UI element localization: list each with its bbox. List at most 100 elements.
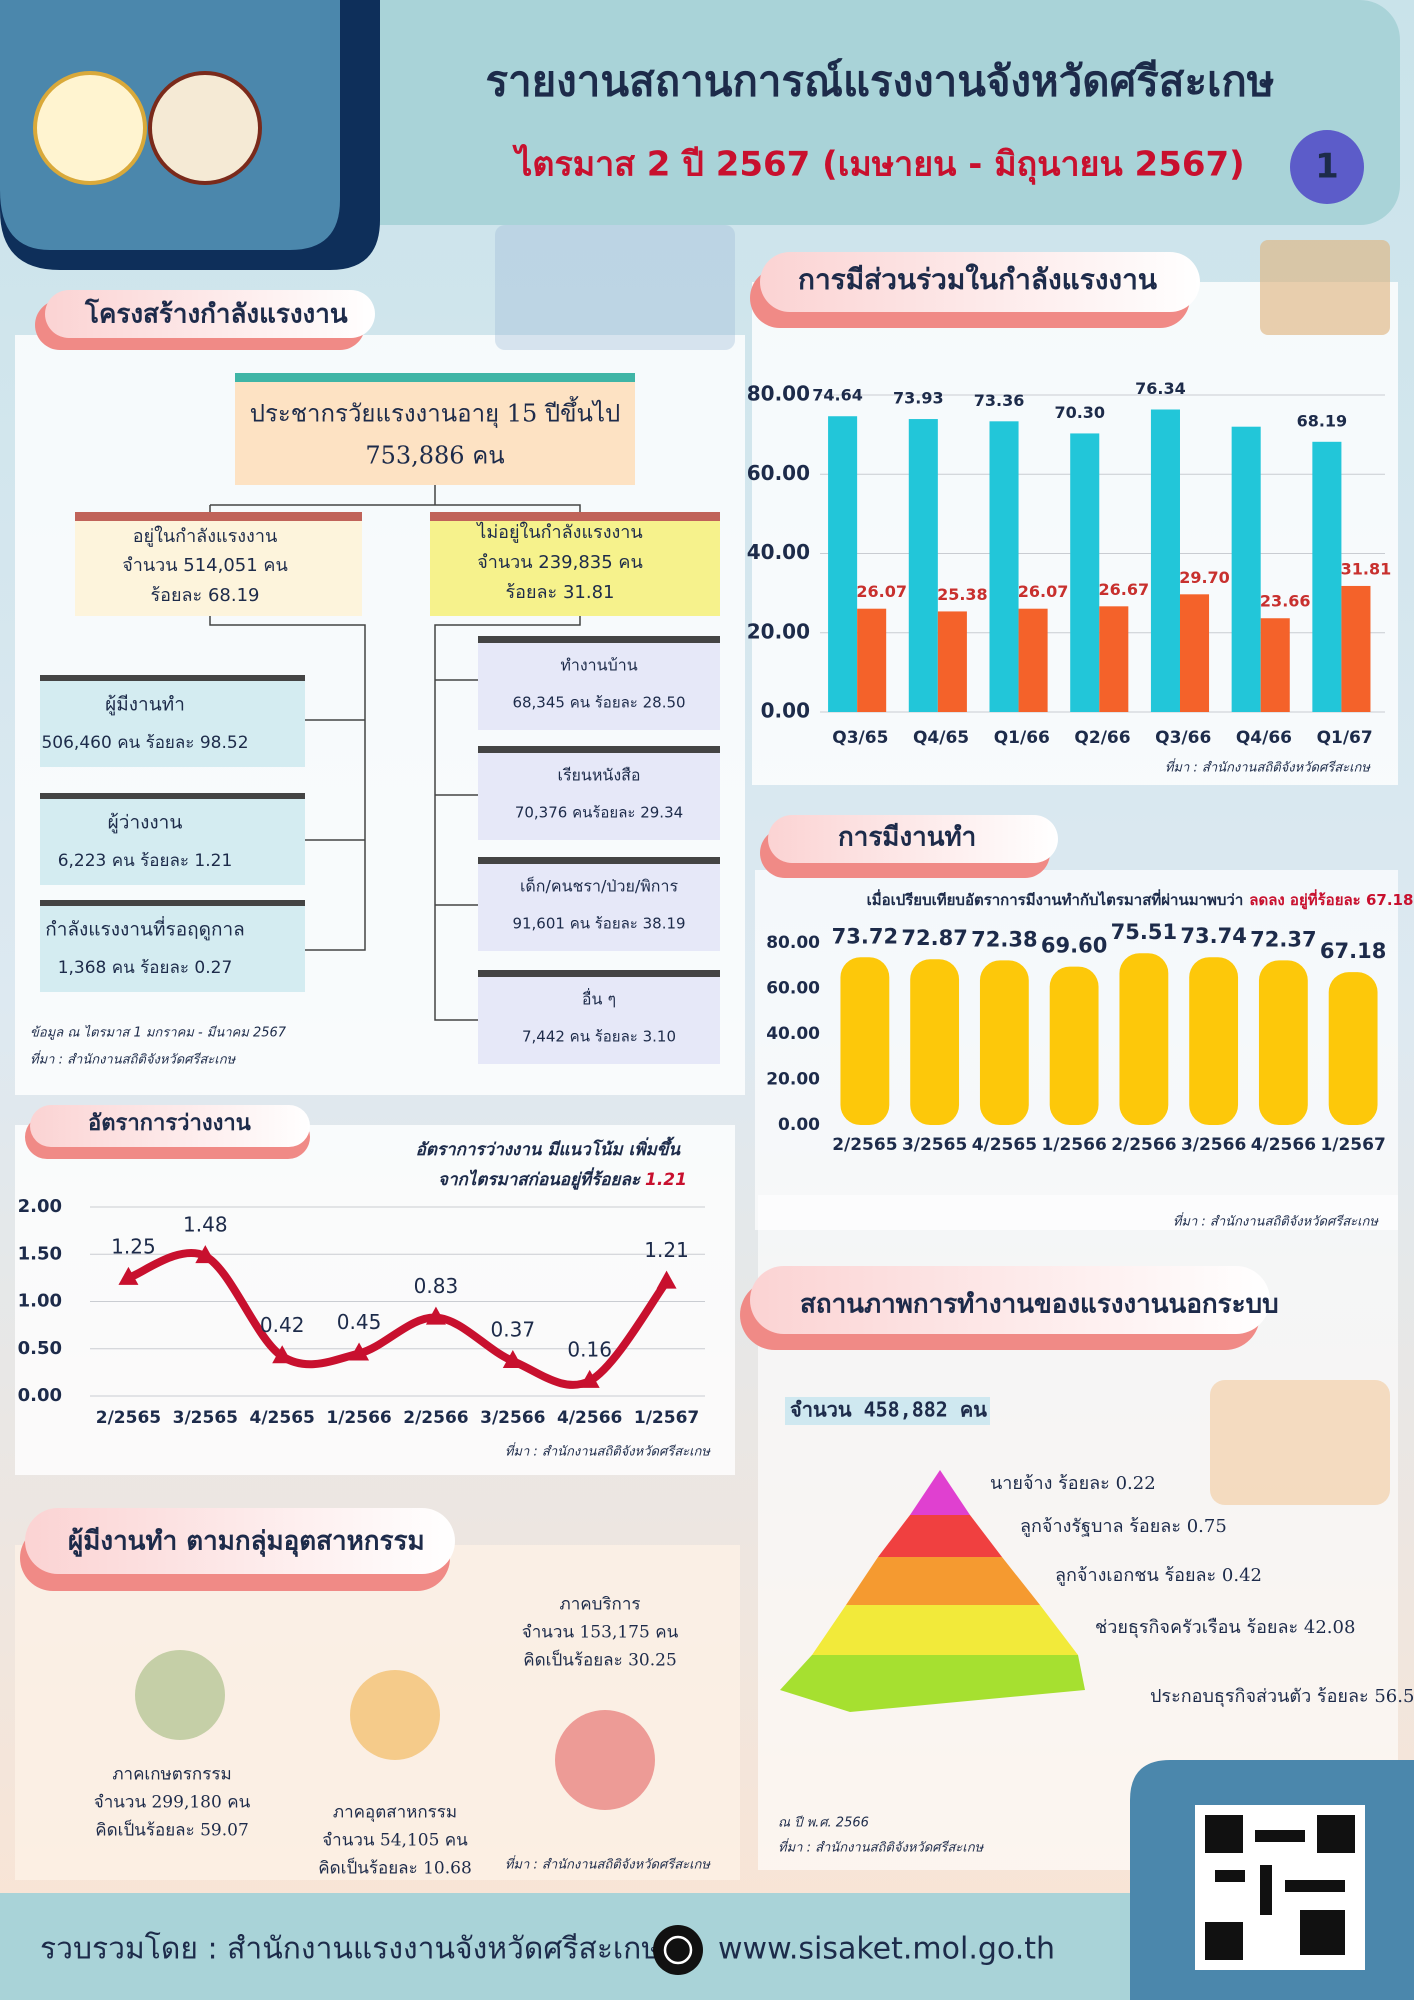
box-text: ร้อยละ 31.81 — [506, 582, 615, 603]
box-text: อยู่ในกำลังแรงงาน — [133, 525, 278, 547]
pyramid — [780, 1470, 1085, 1712]
bar — [1119, 953, 1169, 1125]
url[interactable]: www.sisaket.mol.go.th — [718, 1932, 1055, 1967]
icon — [555, 1710, 655, 1810]
pyramid-level — [780, 1655, 1085, 1712]
box-top — [478, 636, 720, 643]
value-label: 67.18 — [1320, 939, 1386, 963]
pill — [750, 1266, 1270, 1334]
value-label: 23.66 — [1260, 592, 1311, 611]
emblem — [148, 71, 262, 185]
bar — [1099, 606, 1129, 712]
bar — [1049, 966, 1099, 1125]
box — [478, 636, 720, 730]
value-label: 74.64 — [812, 386, 863, 405]
x-tick-label: Q3/65 — [832, 728, 888, 748]
box-text: อื่น ๆ — [582, 988, 616, 1009]
x-tick-label: 4/2565 — [250, 1408, 315, 1428]
box-text: 70,376 คนร้อยละ 29.34 — [515, 804, 683, 822]
note: ข้อมูล ณ ไตรมาส 1 มกราคม - มีนาคม 2567 — [30, 1025, 287, 1041]
highlight — [785, 1397, 990, 1425]
x-tick-label: 1/2566 — [1041, 1135, 1106, 1155]
illustration — [495, 225, 735, 350]
box — [478, 970, 720, 1064]
box-text: เด็ก/คนชรา/ป่วย/พิการ — [520, 876, 679, 896]
box-text: จำนวน 239,835 คน — [477, 552, 643, 573]
box — [40, 793, 305, 885]
x-tick-label: Q2/66 — [1074, 728, 1130, 748]
sector-text: จำนวน 153,175 คน — [522, 1623, 679, 1643]
x-tick-label: 3/2566 — [1181, 1135, 1246, 1155]
value-label: 73.72 — [832, 924, 898, 948]
x-tick-label: Q3/66 — [1155, 728, 1211, 748]
box-text: กำลังแรงงานที่รอฤดูกาล — [45, 916, 245, 941]
box-text: 6,223 คน ร้อยละ 1.21 — [58, 851, 233, 871]
sector-text: จำนวน 299,180 คน — [94, 1793, 251, 1813]
value-label: 26.67 — [1098, 580, 1149, 599]
sector-text: จำนวน 54,105 คน — [322, 1831, 468, 1851]
box-top — [478, 970, 720, 977]
x-tick-label: 3/2566 — [480, 1408, 545, 1428]
box — [40, 675, 305, 767]
bar — [1341, 585, 1371, 712]
sector-text: คิดเป็นร้อยละ 30.25 — [523, 1649, 677, 1671]
marker — [579, 1369, 600, 1388]
box-top — [40, 793, 305, 799]
pill — [768, 815, 1058, 863]
value-label: 72.87 — [901, 926, 967, 950]
pill — [25, 1508, 455, 1574]
box-text: ผู้ว่างงาน — [108, 812, 183, 834]
marker — [502, 1350, 523, 1369]
y-tick-label: 40.00 — [766, 1024, 820, 1044]
illustration — [1260, 240, 1390, 335]
box-text: ทำงานบ้าน — [560, 656, 637, 675]
box-text: 91,601 คน ร้อยละ 38.19 — [512, 915, 685, 933]
x-tick-label: 2/2566 — [403, 1408, 468, 1428]
bar — [1258, 960, 1308, 1125]
illustration — [1210, 1380, 1390, 1505]
value-label: 0.45 — [337, 1310, 382, 1334]
pyramid-level — [910, 1470, 970, 1515]
section-title: ผู้มีงานทำ ตามกลุ่มอุตสาหกรรม — [68, 1527, 425, 1558]
sector-text: คิดเป็นร้อยละ 59.07 — [95, 1819, 249, 1841]
y-tick-label: 60.00 — [766, 979, 820, 999]
value-label: 1.25 — [111, 1234, 156, 1258]
page-number: 1 — [1315, 147, 1339, 187]
section-title: อัตราการว่างงาน — [88, 1111, 251, 1136]
value-label: 26.07 — [856, 582, 907, 601]
value-label: 31.81 — [1341, 559, 1392, 578]
value-label: 1.48 — [183, 1213, 228, 1237]
bar — [1260, 618, 1290, 712]
box-top — [40, 900, 305, 906]
box-text: เรียนหนังสือ — [557, 766, 640, 785]
value-label: 68.19 — [1297, 411, 1348, 430]
level-label: ลูกจ้างรัฐบาล ร้อยละ 0.75 — [1020, 1516, 1227, 1537]
bar — [908, 419, 938, 712]
compiled-by: รวบรวมโดย : สำนักงานแรงงานจังหวัดศรีสะเก… — [40, 1931, 661, 1967]
note-text: เมื่อเปรียบเทียบอัตราการมีงานทำกับไตรมาส… — [867, 889, 1244, 909]
total: จำนวน 458,882 คน — [790, 1398, 987, 1422]
sector-text: ภาคอุตสาหกรรม — [333, 1803, 457, 1823]
y-tick-label: 80.00 — [747, 382, 810, 406]
value-label: 1.21 — [644, 1238, 689, 1262]
box — [75, 512, 362, 616]
y-tick-label: 20.00 — [747, 619, 810, 643]
box-text: 68,345 คน ร้อยละ 28.50 — [512, 694, 685, 712]
y-tick-label: 0.50 — [18, 1338, 62, 1359]
bar — [1070, 433, 1100, 712]
box — [478, 857, 720, 951]
bar — [937, 611, 967, 712]
x-tick-label: 3/2565 — [902, 1135, 967, 1155]
level-label: ประกอบธุรกิจส่วนตัว ร้อยละ 56.53 — [1150, 1686, 1414, 1707]
root-label: ประชากรวัยแรงงานอายุ 15 ปีขึ้นไป — [250, 396, 621, 429]
root-value: 753,886 คน — [365, 442, 504, 470]
icon — [350, 1670, 440, 1760]
section-title: สถานภาพการทำงานของแรงงานนอกระบบ — [800, 1290, 1279, 1320]
value-label: 0.16 — [567, 1337, 612, 1361]
box-text: ผู้มีงานทำ — [105, 694, 185, 716]
level-label: นายจ้าง ร้อยละ 0.22 — [990, 1473, 1156, 1494]
bar — [989, 421, 1019, 712]
value-label: 73.74 — [1180, 924, 1246, 948]
box-top — [40, 675, 305, 681]
value-label: 0.42 — [260, 1313, 305, 1337]
